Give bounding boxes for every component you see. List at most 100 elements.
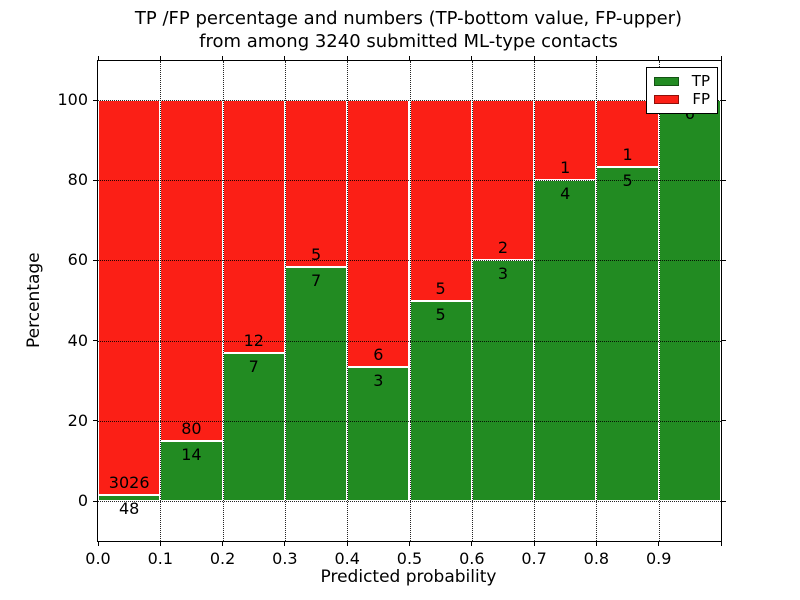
bar-tp-segment xyxy=(596,166,659,501)
y-tick-mark xyxy=(93,500,97,502)
chart-title: TP /FP percentage and numbers (TP-bottom… xyxy=(97,7,720,53)
y-tick-mark-right xyxy=(722,99,726,101)
x-tick-mark-top xyxy=(533,56,535,60)
y-tick-label: 20 xyxy=(67,410,88,430)
bar-tp-segment xyxy=(409,300,472,501)
y-tick-mark xyxy=(93,179,97,181)
fp-count-label: 12 xyxy=(243,331,264,351)
bar-fp-segment xyxy=(347,100,410,368)
x-tick-label: 0.6 xyxy=(459,549,485,568)
x-tick-label: 0.8 xyxy=(583,549,610,568)
x-tick-mark-top xyxy=(346,56,348,60)
x-tick-label: 0.1 xyxy=(147,549,174,568)
chart-title-line2: from among 3240 submitted ML-type contac… xyxy=(199,31,618,52)
v-gridline xyxy=(347,61,349,541)
v-gridline xyxy=(658,61,660,541)
bar-tp-segment xyxy=(222,353,285,501)
y-tick-mark xyxy=(93,340,97,342)
y-tick-label: 0 xyxy=(77,491,88,510)
bar-fp-segment xyxy=(284,100,348,268)
x-axis-label: Predicted probability xyxy=(320,567,497,587)
bar-tp-segment xyxy=(471,260,535,501)
bar-tp-segment xyxy=(658,100,721,501)
y-tick-label: 40 xyxy=(67,330,88,350)
tp-count-label: 5 xyxy=(435,304,446,324)
x-tick-label: 0.0 xyxy=(85,549,111,568)
tp-count-label: 3 xyxy=(497,264,509,284)
x-tick-mark-top xyxy=(97,56,99,60)
bar-fp-segment xyxy=(534,100,597,181)
legend-label: TP xyxy=(691,72,710,90)
bar-tp-segment xyxy=(534,180,597,501)
legend-item-fp: FP xyxy=(654,92,710,107)
fp-count-label: 5 xyxy=(310,245,322,265)
fp-count-label: 2 xyxy=(497,238,509,258)
x-tick-mark xyxy=(97,542,99,546)
legend: TP FP xyxy=(646,67,718,114)
bar-tp-segment xyxy=(98,494,161,501)
x-tick-label: 0.4 xyxy=(334,549,360,568)
v-gridline xyxy=(409,61,411,541)
fp-count-label: 1 xyxy=(622,144,633,164)
x-tick-mark-top xyxy=(471,56,473,60)
y-tick-mark-right xyxy=(722,340,726,342)
y-tick-mark xyxy=(93,259,97,261)
x-tick-mark xyxy=(658,542,660,546)
tp-count-label: 5 xyxy=(622,170,633,190)
v-gridline xyxy=(222,61,224,541)
v-gridline xyxy=(471,61,473,541)
legend-item-tp: TP xyxy=(654,74,710,89)
fp-count-label: 5 xyxy=(435,278,446,298)
v-gridline xyxy=(284,61,286,541)
x-tick-mark-top xyxy=(595,56,597,60)
x-tick-mark-top xyxy=(222,56,224,60)
x-tick-mark-top xyxy=(658,56,660,60)
bar-fp-segment xyxy=(98,100,161,495)
y-tick-label: 60 xyxy=(67,250,88,270)
v-gridline xyxy=(534,61,536,541)
legend-label: FP xyxy=(692,90,710,108)
chart-title-line1: TP /FP percentage and numbers (TP-bottom… xyxy=(134,8,683,29)
x-tick-label: 0.3 xyxy=(272,549,298,568)
y-tick-mark-right xyxy=(722,420,726,422)
y-tick-mark-right xyxy=(722,259,726,261)
tp-count-label: 3 xyxy=(373,371,384,391)
x-tick-label: 0.5 xyxy=(396,549,423,568)
x-tick-label: 0.9 xyxy=(645,549,672,568)
bar-fp-segment xyxy=(409,100,472,301)
y-axis-label: Percentage xyxy=(24,252,44,348)
x-tick-mark-top xyxy=(409,56,410,60)
tp-count-label: 14 xyxy=(181,445,202,465)
fp-count-label: 80 xyxy=(181,419,202,439)
tp-count-label: 7 xyxy=(310,271,322,291)
x-tick-mark xyxy=(409,542,410,546)
y-tick-mark xyxy=(93,420,97,422)
x-tick-mark xyxy=(222,542,224,546)
y-tick-mark-right xyxy=(722,500,726,502)
plot-area: 0.0 0.1 0.2 0.3 0.4 0.5 0.6 0.7 0.8 0.9 0 20 40 60 80 1… xyxy=(57,56,726,568)
x-tick-mark-top xyxy=(159,56,161,60)
fp-count-label: 1 xyxy=(560,158,571,178)
fp-count-label: 3026 xyxy=(108,472,150,492)
x-tick-mark-top xyxy=(720,56,722,60)
v-gridline xyxy=(160,61,162,541)
y-tick-label: 100 xyxy=(57,90,88,109)
x-tick-mark xyxy=(720,542,722,546)
bar-tp-segment xyxy=(284,267,348,501)
x-tick-label: 0.7 xyxy=(521,549,547,568)
legend-swatch-fp xyxy=(654,95,680,104)
x-tick-mark xyxy=(595,542,597,546)
y-tick-label: 80 xyxy=(67,170,88,190)
tp-count-label: 7 xyxy=(248,357,259,377)
bar-fp-segment xyxy=(222,100,285,354)
x-tick-mark xyxy=(284,542,286,546)
x-tick-label: 0.2 xyxy=(209,549,236,568)
x-tick-mark xyxy=(346,542,348,546)
tp-count-label: 4 xyxy=(560,184,571,204)
x-tick-mark xyxy=(533,542,535,546)
x-tick-mark-top xyxy=(284,56,286,60)
y-tick-mark-right xyxy=(722,179,726,181)
fp-count-label: 6 xyxy=(373,345,384,365)
legend-swatch-tp xyxy=(654,77,679,86)
